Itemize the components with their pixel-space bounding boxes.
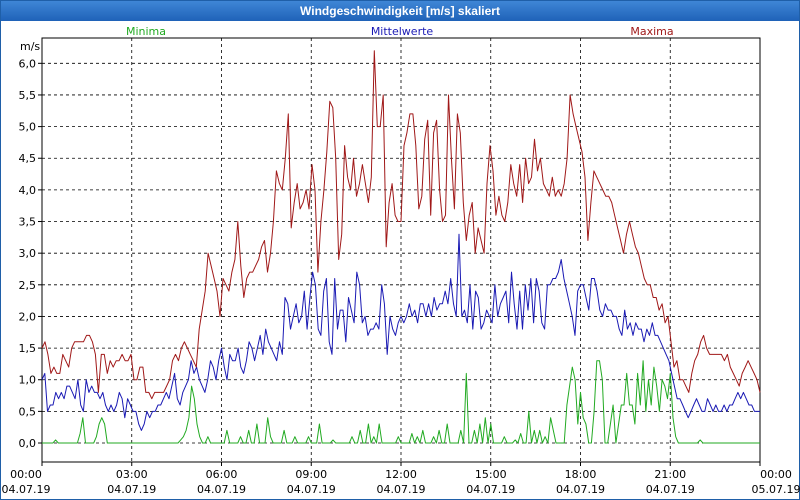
x-axis: 00:00 04.07.19 03:00 04.07.19 06:00 04.07.19 0… (2, 462, 800, 496)
legend-minima: Minima (126, 25, 166, 38)
x-tick-time: 09:00 (295, 468, 327, 481)
y-tick-label: 2,5 (19, 279, 37, 292)
series-lines (41, 50, 761, 444)
x-tick-date: 04.07.19 (197, 483, 246, 496)
x-tick-time: 12:00 (385, 468, 417, 481)
x-tick-time: 15:00 (475, 468, 507, 481)
y-tick-label: 4,0 (19, 184, 37, 197)
x-tick-time: 00:00 (10, 468, 42, 481)
legend-maxima: Maxima (630, 25, 673, 38)
series-line-maxima (41, 50, 761, 400)
y-tick-label: 5,0 (19, 121, 37, 134)
x-tick-time: 03:00 (116, 468, 148, 481)
x-tick-date: 04.07.19 (107, 483, 156, 496)
y-tick-label: 2,0 (19, 310, 37, 323)
y-tick-label: 0,5 (19, 405, 37, 418)
y-tick-label: 1,0 (19, 374, 37, 387)
y-tick-label: 0,0 (19, 437, 37, 450)
y-tick-label: 6,0 (19, 57, 37, 70)
y-tick-label: 3,5 (19, 216, 37, 229)
grid (42, 38, 760, 462)
legend: Minima Mittelwerte Maxima (126, 25, 674, 38)
x-tick-date: 05.07.19 (752, 483, 800, 496)
x-tick-date: 04.07.19 (287, 483, 336, 496)
x-tick-time: 18:00 (565, 468, 597, 481)
x-tick-date: 04.07.19 (646, 483, 695, 496)
x-tick-date: 04.07.19 (466, 483, 515, 496)
y-tick-label: 4,5 (19, 152, 37, 165)
series-line-minima (42, 360, 760, 444)
legend-mittelwerte: Mittelwerte (371, 25, 434, 38)
window-title: Windgeschwindigkeit [m/s] skaliert (1, 1, 799, 21)
y-tick-label: 3,0 (19, 247, 37, 260)
x-tick-date: 04.07.19 (2, 483, 51, 496)
x-tick-date: 04.07.19 (556, 483, 605, 496)
y-tick-label: 5,5 (19, 89, 37, 102)
x-tick-time: 21:00 (654, 468, 686, 481)
y-axis: 0,0 0,5 1,0 1,5 2,0 2,5 3,0 3,5 4,0 4,5 5,0 5,5 6,0 (19, 57, 42, 450)
series-line-mittelwerte (41, 233, 760, 431)
x-tick-time: 06:00 (206, 468, 238, 481)
y-tick-label: 1,5 (19, 342, 37, 355)
x-tick-time: 00:00 (760, 468, 792, 481)
y-axis-unit: m/s (20, 40, 40, 53)
x-tick-date: 04.07.19 (377, 483, 426, 496)
